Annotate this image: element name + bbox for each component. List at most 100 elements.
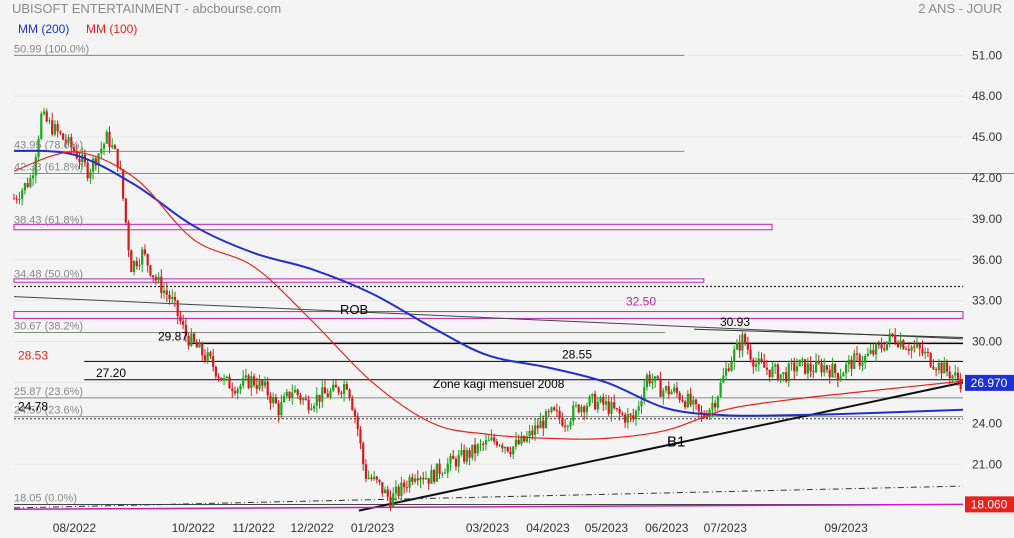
candle-body (206, 352, 209, 361)
b1-support-trendline (358, 381, 964, 512)
candle-body (116, 148, 119, 168)
candle-body (591, 393, 594, 397)
level-label: 24.78 (18, 400, 48, 414)
candle-body (239, 385, 242, 389)
candle-body (70, 137, 73, 148)
candle-body (539, 420, 542, 429)
candle-body (741, 334, 744, 351)
level-label: 28.55 (562, 347, 592, 361)
candle-body (874, 343, 878, 355)
candle-body (130, 250, 133, 273)
x-tick-label: 03/2023 (466, 521, 510, 535)
candle-body (940, 362, 943, 374)
candle-body (18, 198, 21, 200)
dashdot-trendline (13, 485, 964, 509)
candle-body (714, 402, 717, 408)
candle-body (449, 455, 452, 464)
candle-body (168, 294, 171, 299)
candle-body (896, 342, 900, 348)
fib-label: 38.43 (61.8%) (14, 215, 83, 227)
candle-body (645, 374, 649, 388)
candle-body (544, 411, 548, 429)
candle-body (648, 374, 651, 384)
y-tick-label: 21.00 (972, 457, 1002, 471)
candle-body (263, 381, 267, 386)
candle-body (891, 333, 894, 336)
candle-body (242, 377, 245, 386)
fib-label: 18.05 (0.0%) (14, 493, 77, 505)
candle-body (135, 260, 138, 267)
annotation-b1: B1 (667, 434, 685, 451)
candle-body (670, 391, 673, 395)
candle-body (495, 441, 498, 446)
candle-body (435, 463, 438, 482)
candle-body (894, 335, 897, 343)
candle-body (111, 145, 114, 148)
candle-body (304, 398, 308, 400)
candle-body (433, 470, 436, 482)
candle-body (446, 463, 449, 473)
low-price-tag (965, 496, 1014, 513)
x-tick-label: 04/2023 (526, 521, 570, 535)
candle-body (716, 396, 719, 408)
candle-body (250, 376, 253, 389)
candle-body (776, 364, 779, 381)
candle-body (844, 364, 848, 374)
candle-body (684, 401, 687, 408)
candle-body (814, 360, 818, 373)
candle-body (943, 362, 946, 374)
rob-trendline (13, 296, 964, 340)
moving-average-layer (13, 149, 964, 440)
candle-body (92, 158, 95, 172)
candle-body (454, 459, 458, 467)
candle-body (102, 143, 106, 149)
candle-body (424, 478, 428, 480)
label-layer: 50.99 (100.0%) 43.95 (78.6%) 42.33 (61.8%)… (14, 43, 750, 504)
candle-body (370, 477, 373, 480)
x-tick-label: 07/2023 (704, 521, 748, 535)
candle-body (774, 364, 777, 367)
candle-body (26, 183, 29, 187)
candle-body (351, 398, 354, 411)
candle-body (373, 476, 376, 480)
candle-body (954, 372, 957, 376)
candle-body (509, 451, 512, 455)
candle-body (315, 394, 318, 406)
candle-body (318, 394, 321, 402)
candle-body (138, 264, 141, 267)
candle-body (113, 145, 117, 149)
y-tick-label: 42.00 (972, 171, 1002, 185)
candle-body (217, 376, 220, 378)
candle-body (59, 131, 62, 134)
candle-body (637, 406, 640, 411)
candle-body (566, 426, 569, 428)
candle-body (266, 381, 269, 396)
candle-body (195, 341, 198, 348)
y-tick-label: 45.00 (972, 130, 1002, 144)
level-label: 32.50 (626, 294, 656, 308)
candle-body (56, 123, 59, 132)
resistance-trendline (694, 328, 964, 338)
candle-body (861, 362, 864, 366)
candle-body (823, 365, 826, 373)
candle-body (29, 178, 32, 187)
candle-body (542, 420, 545, 429)
candle-body (285, 391, 288, 397)
candle-body (596, 401, 599, 410)
fib-label: 24.50 (23.6%) (14, 405, 83, 417)
candle-body (307, 399, 310, 410)
candle-body (626, 414, 629, 423)
candle-body (411, 477, 414, 482)
candle-body (662, 390, 665, 397)
candle-body (866, 353, 870, 356)
candle-body (498, 445, 501, 447)
candle-body (615, 408, 619, 410)
candle-body (465, 450, 468, 462)
candle-body (165, 290, 168, 295)
candle-body (935, 369, 938, 371)
chart-title: UBISOFT ENTERTAINMENT - abcbourse.com (12, 1, 281, 16)
candle-body (323, 387, 327, 394)
candle-body (918, 344, 921, 349)
candle-body (744, 334, 747, 344)
candle-body (697, 404, 700, 412)
